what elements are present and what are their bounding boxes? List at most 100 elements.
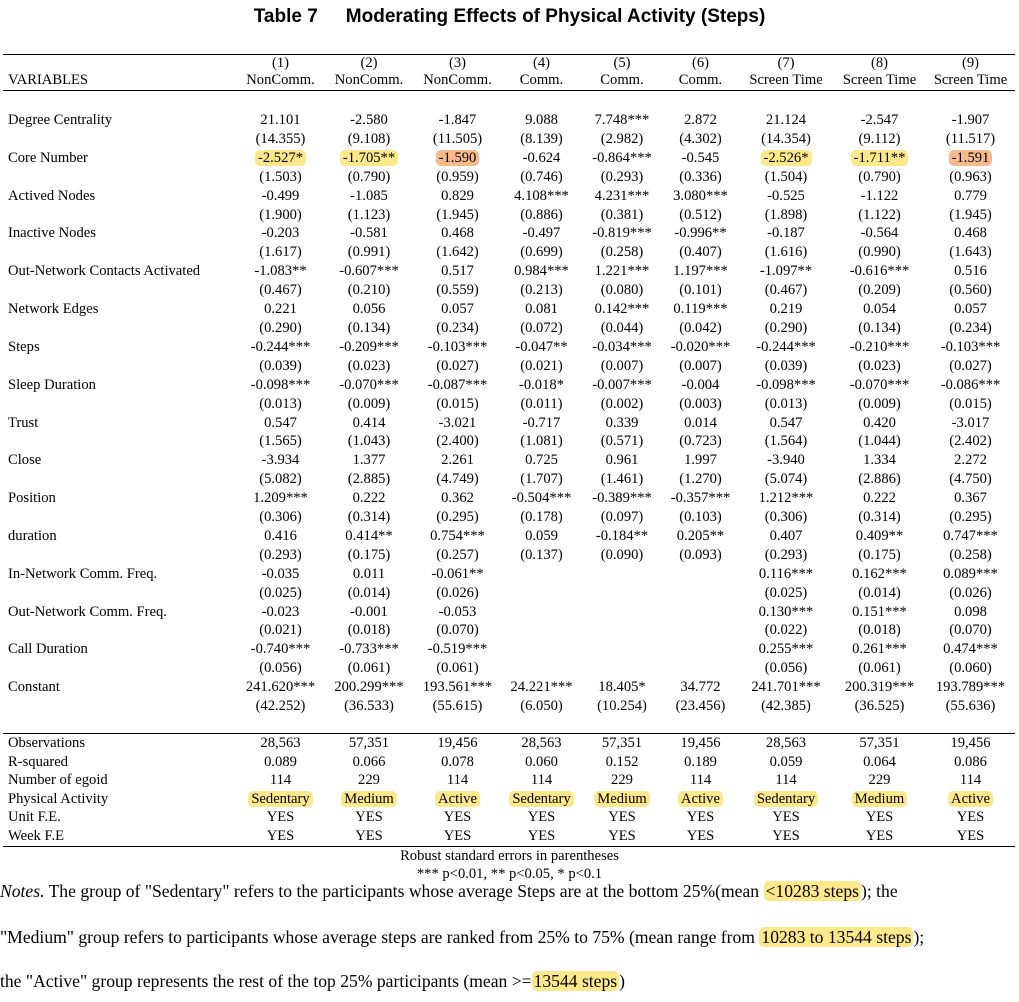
std-error-cell: (10.254) [597, 698, 647, 715]
std-error-cell: (0.213) [520, 282, 563, 299]
highlighted-value: Active [435, 790, 480, 807]
std-error-cell: (2.886) [858, 471, 901, 488]
column-name: Comm. [501, 71, 582, 91]
std-error-cell: (36.533) [344, 698, 394, 715]
coef-row: Core Number -2.527* -1.705** -1.590 -0.624 -0… [3, 149, 1015, 168]
column-number: (4) [501, 54, 582, 71]
coef-row: Out-Network Comm. Freq. -0.023 -0.001 -0.05… [3, 603, 1015, 622]
coefficient-cell: -1.097** [759, 263, 813, 280]
highlighted-value: -2.526* [760, 149, 812, 166]
std-error-cell: (4.302) [679, 130, 722, 147]
std-error-cell: (0.061) [436, 660, 479, 677]
coefficient-cell: -1.591 [926, 149, 1015, 168]
coefficient-cell: 0.255*** [758, 641, 814, 658]
coefficient-cell: 1.997 [684, 452, 717, 469]
coefficient-cell [662, 640, 739, 659]
coefficient-cell: 0.261*** [852, 641, 907, 658]
std-error-cell: (36.525) [854, 698, 905, 715]
coefficient-cell: -0.070*** [849, 376, 910, 393]
std-error-cell: (0.027) [436, 357, 479, 374]
variable-label: Core Number [8, 149, 88, 166]
highlighted-value: Sedentary [753, 790, 819, 807]
variable-label: In-Network Comm. Freq. [8, 565, 158, 582]
stat-value: 28,563 [237, 732, 324, 753]
stat-value: YES [865, 809, 894, 826]
std-error-cell: (0.467) [259, 282, 302, 299]
std-error-cell [582, 659, 662, 678]
coefficient-cell: 34.772 [680, 679, 721, 696]
std-error-cell: (0.467) [764, 282, 808, 299]
stat-value: 0.066 [352, 753, 386, 770]
std-error-cell: (0.009) [858, 395, 901, 412]
std-error-cell: (0.314) [858, 509, 901, 526]
coefficient-cell: -1.590 [414, 149, 501, 168]
stat-value: 19,456 [926, 732, 1015, 753]
variable-label: Constant [8, 679, 60, 696]
std-error-cell: (0.007) [600, 357, 644, 374]
std-error-cell: (0.790) [347, 168, 391, 185]
stat-value: Sedentary [237, 790, 324, 809]
coefficient-cell: -0.733*** [339, 641, 399, 658]
header-blank [3, 54, 237, 71]
variable-label: Out-Network Comm. Freq. [8, 603, 167, 620]
coef-row: Position 1.209*** 0.222 0.362 -0.504*** -0.38… [3, 489, 1015, 508]
std-error-cell: (0.013) [764, 395, 808, 412]
highlighted-value: Sedentary [509, 790, 574, 807]
coefficient-cell: 0.547 [769, 414, 803, 431]
se-row: (1.503) (0.790) (0.959) (0.746) (0.293) (0.33… [3, 168, 1015, 187]
std-error-cell: (1.945) [436, 206, 479, 223]
std-error-cell: (0.990) [858, 244, 901, 261]
significance-note: *** p<0.01, ** p<0.05, * p<0.1 [416, 866, 603, 882]
regression-table: (1) (2) (3) (4) (5) (6) (7) (8) (9) VARIABLES NonC… [3, 54, 1015, 847]
coefficient-cell: 0.222 [352, 490, 386, 507]
column-name: NonComm. [324, 71, 414, 91]
table-title: Table 7 Moderating Effects of Physical Ac… [0, 6, 1019, 28]
column-name: Screen Time [833, 71, 926, 91]
stat-label: Number of egoid [8, 772, 108, 789]
se-label-blank [3, 130, 237, 149]
coefficient-cell: -3.940 [767, 452, 805, 469]
highlighted-value: Sedentary [248, 790, 313, 807]
stat-value: 19,456 [414, 732, 501, 753]
se-label-blank [3, 357, 237, 376]
table-number: Table 7 [253, 6, 318, 27]
coefficient-cell: 0.468 [441, 225, 474, 242]
std-error-cell: (2.402) [949, 433, 992, 450]
std-error-cell: (1.270) [679, 471, 722, 488]
coefficient-cell: 0.151*** [852, 603, 907, 620]
stat-label: R-squared [8, 753, 68, 770]
coefficient-cell: -1.085 [350, 187, 388, 204]
std-error-cell: (11.517) [945, 130, 996, 147]
coefficient-cell: 1.221*** [594, 263, 650, 280]
spacer-cell [3, 716, 1015, 734]
std-error-cell: (1.123) [347, 206, 391, 223]
stat-value: 229 [358, 772, 380, 789]
coefficient-cell: -3.017 [951, 414, 990, 431]
notes-text: ); [913, 927, 925, 947]
coefficient-cell: 1.197*** [673, 263, 728, 280]
coefficient-cell: -0.244*** [756, 338, 816, 355]
std-error-cell: (0.210) [347, 282, 391, 299]
stat-value: 0.089 [264, 753, 297, 770]
variable-label: Close [8, 452, 42, 469]
std-error-cell: (0.023) [858, 357, 901, 374]
coefficient-cell: -0.564 [860, 225, 899, 242]
std-error-cell: (0.137) [520, 546, 563, 563]
std-error-cell: (0.039) [764, 357, 808, 374]
stat-value: Medium [833, 790, 926, 809]
std-error-cell: (55.615) [432, 698, 483, 715]
std-error-cell: (0.025) [764, 584, 808, 601]
coefficient-cell: 0.961 [605, 452, 639, 469]
variable-label: Inactive Nodes [8, 225, 96, 242]
stat-value: YES [956, 809, 985, 826]
se-row: (0.306) (0.314) (0.295) (0.178) (0.097) (0.10… [3, 508, 1015, 527]
std-error-cell [662, 584, 739, 603]
coefficient-cell: -0.001 [350, 603, 388, 620]
std-error-cell: (5.082) [259, 471, 302, 488]
std-error-cell: (0.512) [679, 206, 722, 223]
std-error-cell: (0.293) [259, 546, 302, 563]
stat-label: Week F.E [3, 826, 237, 847]
std-error-cell [501, 584, 582, 603]
stat-value: YES [608, 809, 636, 826]
coefficient-cell: -0.070*** [339, 376, 399, 393]
